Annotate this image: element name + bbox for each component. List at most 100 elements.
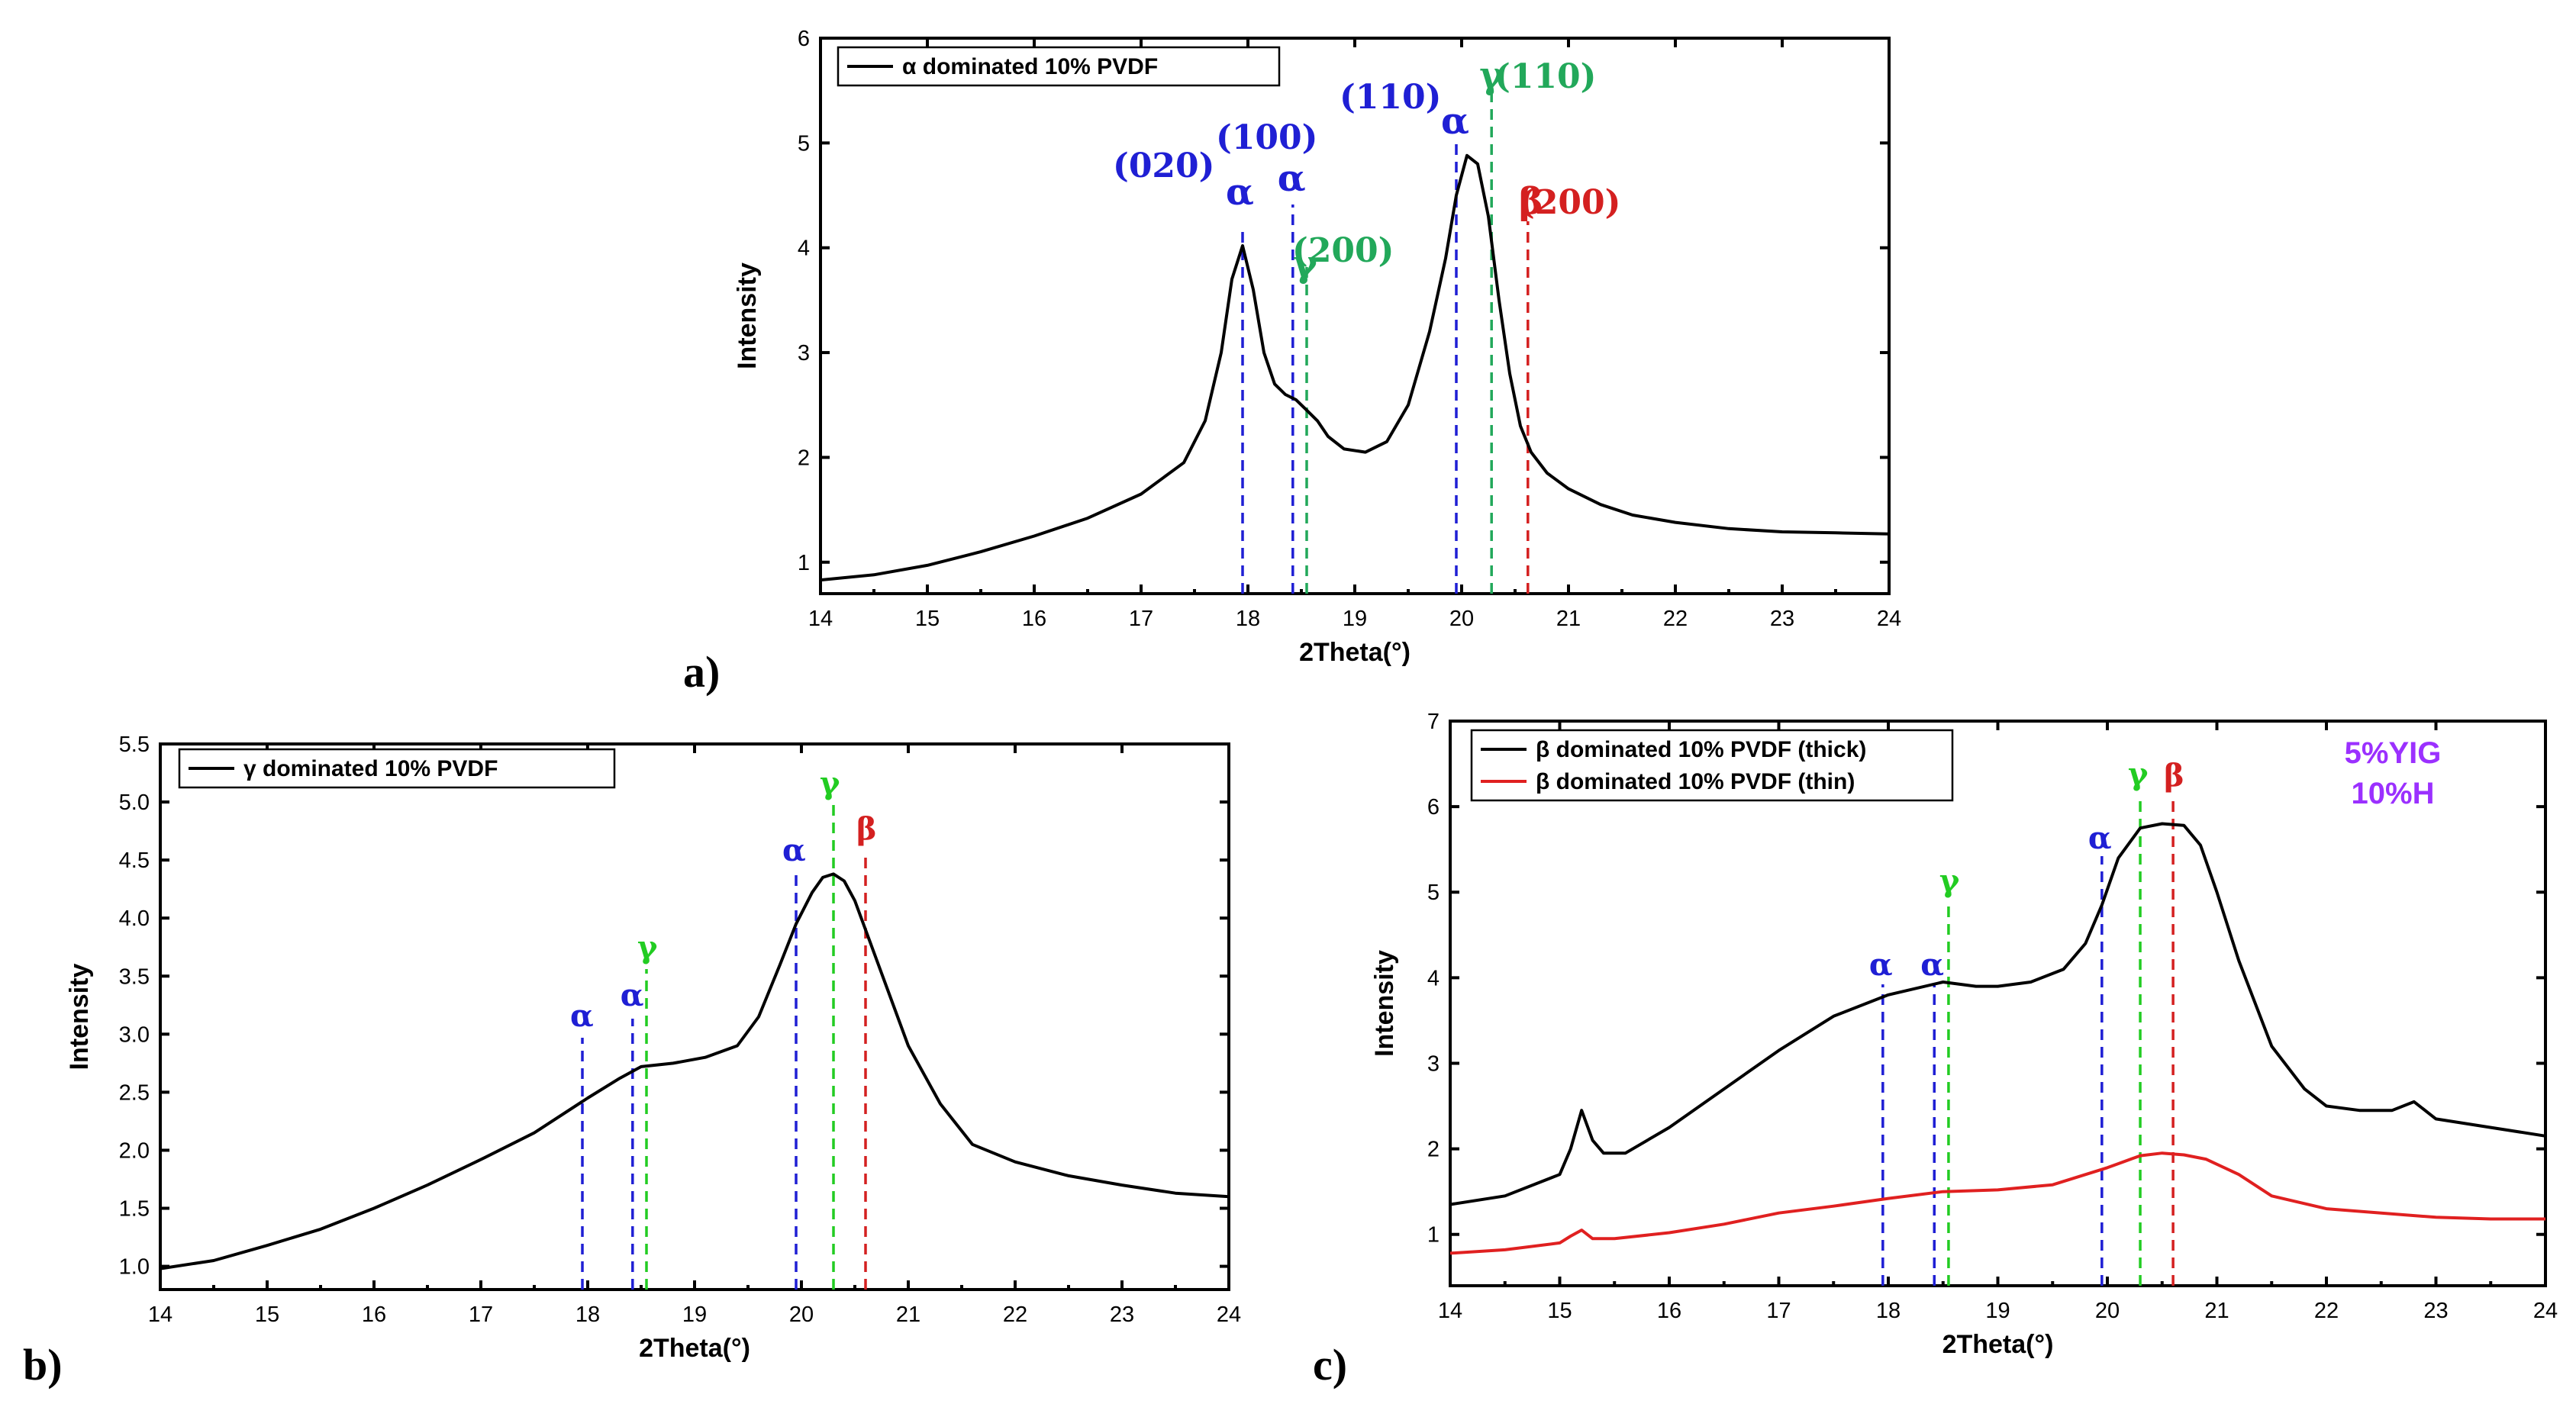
x-tick-label: 14 bbox=[808, 607, 833, 631]
y-tick-label: 6 bbox=[1427, 795, 1440, 820]
x-tick-label: 19 bbox=[682, 1303, 707, 1327]
x-tick-label: 16 bbox=[1657, 1299, 1681, 1323]
y-tick-label: 3.0 bbox=[119, 1022, 150, 1047]
legend-box bbox=[837, 46, 1281, 87]
phase-label: γ bbox=[1939, 863, 1960, 899]
x-tick-label: 16 bbox=[362, 1303, 386, 1327]
x-tick-label: 17 bbox=[1766, 1299, 1791, 1323]
panel-label: b) bbox=[23, 1340, 63, 1390]
x-tick-label: 14 bbox=[1438, 1299, 1462, 1323]
y-tick-label: 4.0 bbox=[119, 906, 150, 931]
y-tick-label: 5 bbox=[798, 131, 810, 156]
y-axis-title: Intensity bbox=[65, 964, 94, 1071]
y-tick-label: 4 bbox=[1427, 966, 1440, 990]
panel-c: 14 15 16 17 18 19 20 21 22 23 2412345672Theta(°)In… bbox=[1313, 710, 2558, 1390]
hkl-label: (110) bbox=[1494, 57, 1596, 96]
legend-label: β dominated 10% PVDF (thick) bbox=[1536, 737, 1866, 762]
phase-label: γ bbox=[2128, 756, 2149, 792]
hkl-label: (200) bbox=[1292, 231, 1394, 270]
legend-label: β dominated 10% PVDF (thin) bbox=[1536, 769, 1855, 794]
y-tick-label: 3 bbox=[1427, 1051, 1440, 1076]
x-tick-label: 18 bbox=[1236, 607, 1260, 631]
y-tick-label: 6 bbox=[798, 27, 810, 51]
legend-label: γ dominated 10% PVDF bbox=[243, 756, 498, 781]
y-tick-label: 1 bbox=[1427, 1223, 1440, 1248]
y-tick-label: 4.5 bbox=[119, 849, 150, 873]
x-tick-label: 22 bbox=[1663, 607, 1688, 631]
phase-label: α bbox=[621, 977, 644, 1013]
x-tick-label: 21 bbox=[1556, 607, 1581, 631]
x-axis-title: 2Theta(°) bbox=[639, 1334, 750, 1363]
panel-label: c) bbox=[1313, 1340, 1347, 1390]
x-tick-label: 22 bbox=[2314, 1299, 2339, 1323]
x-axis-title: 2Theta(°) bbox=[1942, 1330, 2054, 1359]
y-tick-label: 2.5 bbox=[119, 1080, 150, 1105]
phase-label: α bbox=[1441, 100, 1469, 143]
x-tick-label: 15 bbox=[255, 1303, 279, 1327]
y-tick-label: 1.5 bbox=[119, 1197, 150, 1222]
x-tick-label: 24 bbox=[2533, 1299, 2558, 1323]
y-tick-label: 1 bbox=[798, 551, 810, 575]
x-tick-label: 15 bbox=[1547, 1299, 1572, 1323]
x-tick-label: 23 bbox=[1770, 607, 1794, 631]
phase-label: γ bbox=[1293, 243, 1317, 285]
panel-label: a) bbox=[683, 647, 720, 697]
y-tick-label: 5 bbox=[1427, 881, 1440, 905]
phase-label: β bbox=[1519, 180, 1543, 223]
y-tick-label: 2.0 bbox=[119, 1138, 150, 1163]
phase-label: α bbox=[2088, 820, 2112, 856]
y-tick-label: 2 bbox=[1427, 1138, 1440, 1162]
x-tick-label: 23 bbox=[2423, 1299, 2448, 1323]
series-line bbox=[160, 872, 1230, 1270]
x-tick-label: 20 bbox=[789, 1303, 814, 1327]
y-tick-label: 2 bbox=[798, 446, 810, 470]
x-tick-label: 21 bbox=[896, 1303, 920, 1327]
hkl-label: (200) bbox=[1519, 183, 1620, 222]
x-tick-label: 22 bbox=[1003, 1303, 1027, 1327]
legend-label: α dominated 10% PVDF bbox=[902, 54, 1158, 79]
y-tick-label: 7 bbox=[1427, 710, 1440, 734]
phase-label: γ bbox=[820, 765, 840, 801]
x-tick-label: 24 bbox=[1877, 607, 1901, 631]
y-tick-label: 5.0 bbox=[119, 791, 150, 815]
sample-note: 10%H bbox=[2352, 777, 2435, 810]
sample-note: 5%YIG bbox=[2345, 736, 2442, 770]
x-tick-label: 19 bbox=[1343, 607, 1367, 631]
x-tick-label: 15 bbox=[915, 607, 940, 631]
legend-box bbox=[178, 748, 616, 789]
y-tick-label: 3.5 bbox=[119, 964, 150, 989]
x-tick-label: 20 bbox=[1449, 607, 1474, 631]
y-tick-label: 3 bbox=[798, 341, 810, 365]
x-tick-label: 23 bbox=[1110, 1303, 1134, 1327]
phase-label: α bbox=[782, 832, 806, 868]
y-tick-label: 1.0 bbox=[119, 1255, 150, 1280]
phase-label: α bbox=[1920, 947, 1944, 983]
x-tick-label: 18 bbox=[1876, 1299, 1901, 1323]
phase-label: α bbox=[1226, 171, 1254, 214]
hkl-label: (020) bbox=[1113, 147, 1214, 185]
phase-label: β bbox=[2164, 758, 2184, 794]
y-tick-label: 4 bbox=[798, 237, 810, 261]
series-line bbox=[1449, 1151, 2545, 1255]
x-tick-label: 21 bbox=[2204, 1299, 2229, 1323]
x-tick-label: 17 bbox=[1129, 607, 1153, 631]
phase-label: α bbox=[1278, 157, 1306, 200]
x-tick-label: 19 bbox=[1985, 1299, 2010, 1323]
hkl-label: (110) bbox=[1340, 78, 1441, 117]
panel-a: 14 15 16 17 18 19 20 21 22 23 241234562Theta(°)Int… bbox=[683, 27, 1901, 697]
x-axis-title: 2Theta(°) bbox=[1299, 638, 1411, 667]
y-axis-title: Intensity bbox=[733, 262, 762, 369]
x-tick-label: 16 bbox=[1022, 607, 1046, 631]
phase-label: α bbox=[1869, 947, 1893, 983]
x-tick-label: 14 bbox=[148, 1303, 172, 1327]
x-tick-label: 18 bbox=[575, 1303, 600, 1327]
legend-box bbox=[1470, 729, 1954, 802]
phase-label: γ bbox=[1479, 54, 1504, 97]
x-tick-label: 17 bbox=[469, 1303, 493, 1327]
y-axis-title: Intensity bbox=[1370, 950, 1399, 1057]
x-tick-label: 20 bbox=[2095, 1299, 2120, 1323]
hkl-label: (100) bbox=[1216, 118, 1317, 157]
x-tick-label: 24 bbox=[1217, 1303, 1241, 1327]
